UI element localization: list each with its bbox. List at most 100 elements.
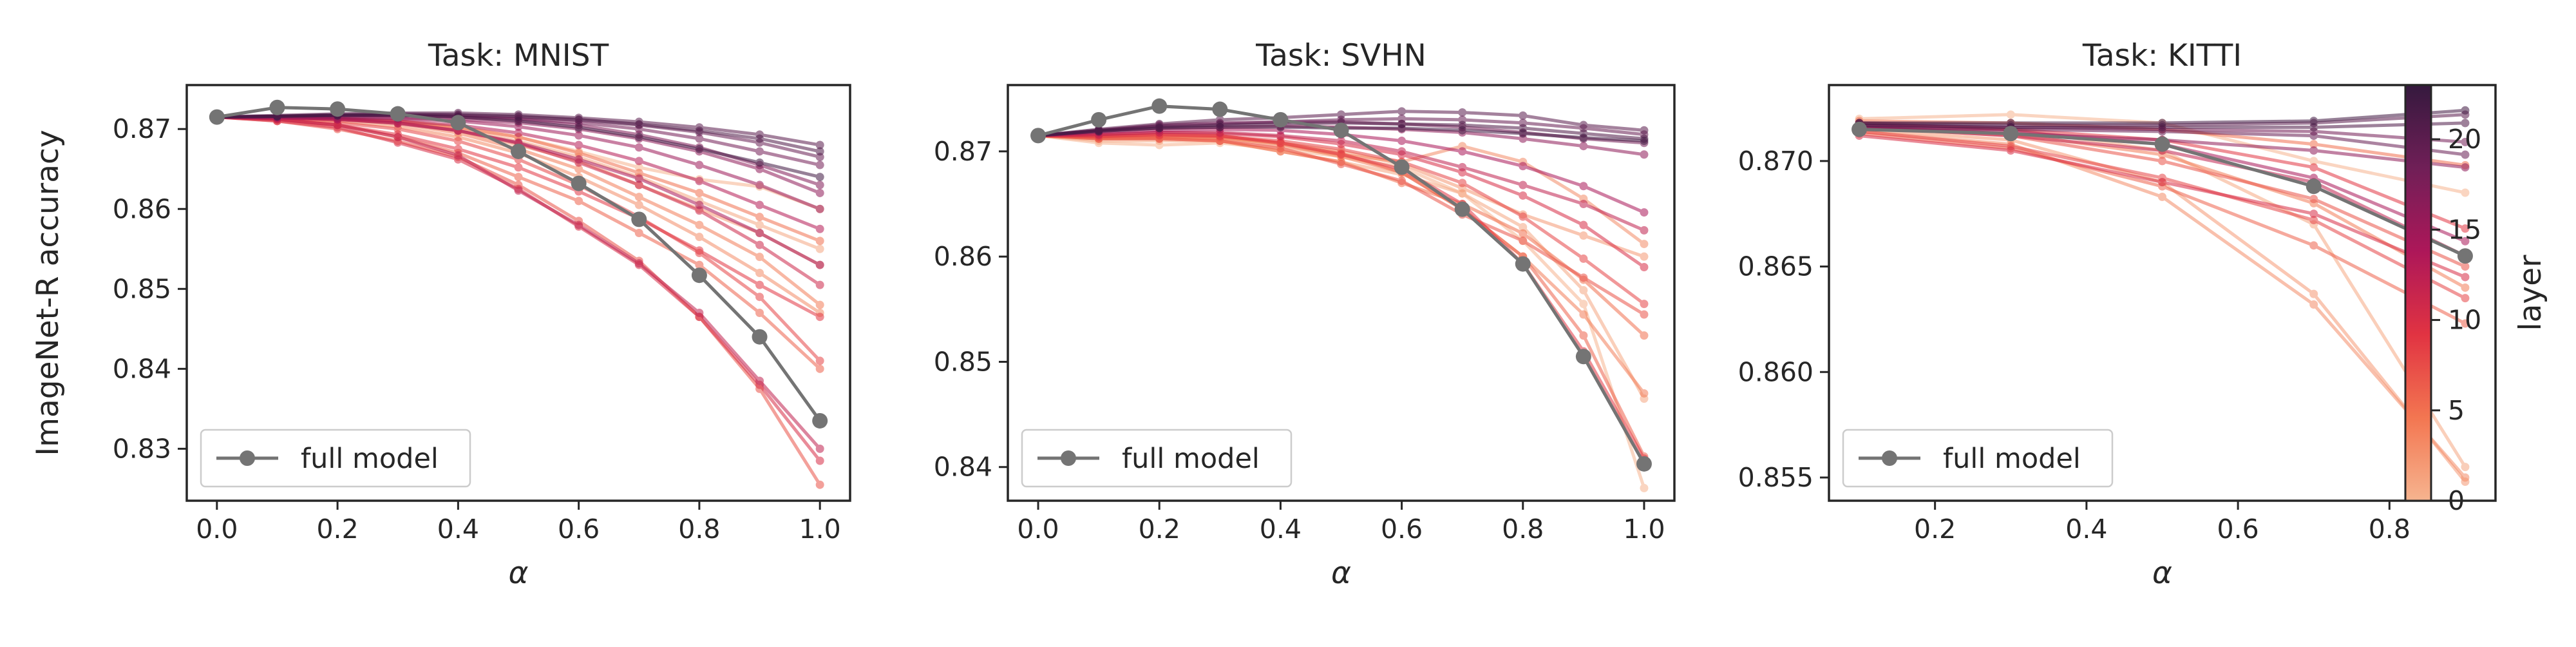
full-model-point: [330, 101, 346, 117]
layer-line: [1038, 133, 1646, 458]
layer-point: [815, 300, 824, 309]
legend-box: [200, 429, 471, 488]
layer-point: [755, 147, 764, 156]
y-tick-label: 0.865: [1738, 251, 1814, 282]
layer-point: [1519, 229, 1528, 238]
layer-point: [2461, 106, 2470, 115]
layer-point: [1640, 331, 1649, 340]
y-tick-label: 0.855: [1738, 462, 1814, 493]
layer-point: [1458, 108, 1467, 117]
legend-box: [1021, 429, 1293, 488]
full-model-point: [1852, 121, 1868, 137]
full-model-point: [1212, 101, 1228, 117]
x-tick-label: 1.0: [1623, 514, 1665, 545]
layer-point: [755, 240, 764, 249]
series-group: [1030, 98, 1652, 492]
layer-point: [2006, 110, 2015, 119]
x-tick-label: 0.2: [1139, 514, 1180, 545]
layer-series-4: [1034, 131, 1649, 398]
chart-title: Task: KITTI: [2082, 38, 2242, 73]
layer-point: [1397, 137, 1406, 146]
layer-point: [2461, 150, 2470, 159]
layer-point: [2461, 137, 2470, 146]
layer-point: [1640, 389, 1649, 398]
layer-point: [695, 134, 704, 143]
layer-point: [1337, 137, 1345, 146]
full-model-series: [209, 99, 828, 429]
full-model-point: [209, 109, 225, 125]
layer-point: [2309, 241, 2318, 250]
layer-point: [574, 164, 583, 173]
legend-marker: [240, 450, 255, 466]
layer-point: [695, 160, 704, 169]
layer-point: [1215, 122, 1224, 131]
full-model-point: [571, 175, 587, 191]
x-tick-label: 0.0: [196, 514, 238, 545]
layer-point: [2461, 188, 2470, 197]
full-model-point: [812, 412, 828, 429]
layer-point: [1337, 110, 1345, 119]
layer-point: [1337, 150, 1345, 159]
layer-point: [815, 456, 824, 465]
layer-point: [755, 280, 764, 289]
layer-point: [1579, 182, 1588, 191]
layer-point: [695, 246, 704, 255]
layer-point: [1519, 222, 1528, 231]
legend-label: full model: [1122, 443, 1260, 475]
layer-point: [2309, 146, 2318, 155]
x-tick-label: 0.8: [1502, 514, 1544, 545]
layer-point: [2461, 463, 2470, 472]
layer-point: [1640, 126, 1649, 135]
layer-point: [634, 157, 643, 166]
x-tick-label: 0.0: [1017, 514, 1059, 545]
layer-point: [815, 480, 824, 489]
layer-point: [815, 313, 824, 322]
chart-title: Task: SVHN: [1255, 38, 1426, 73]
layer-series-22: [1855, 106, 2470, 128]
layer-point: [1640, 483, 1649, 492]
layer-point: [1458, 162, 1467, 171]
x-tick-label: 0.6: [2217, 514, 2259, 545]
x-tick-label: 0.2: [1914, 514, 1956, 545]
layer-point: [1579, 121, 1588, 130]
layer-point: [2158, 193, 2166, 202]
layer-point: [2461, 119, 2470, 128]
x-axis-label: α: [1331, 555, 1351, 591]
layer-point: [2309, 140, 2318, 149]
layer-point: [634, 180, 643, 189]
layer-series-1: [1034, 131, 1649, 403]
layer-point: [815, 237, 824, 246]
layer-point: [634, 120, 643, 129]
layer-point: [1579, 254, 1588, 263]
plot-frame: [1007, 84, 1676, 502]
y-tick-label: 0.84: [113, 353, 171, 384]
layer-point: [453, 137, 462, 146]
plot-frame: [185, 84, 851, 502]
layer-point: [695, 126, 704, 135]
colorbar-tick-label: 15: [2448, 214, 2481, 245]
layer-point: [755, 376, 764, 385]
x-tick-label: 0.8: [2369, 514, 2410, 545]
layer-point: [1519, 191, 1528, 200]
legend-marker: [1061, 450, 1076, 466]
full-model-point: [2154, 136, 2170, 152]
layer-point: [2309, 131, 2318, 140]
colorbar-bar: [2404, 84, 2432, 502]
layer-point: [574, 140, 583, 150]
full-model-point: [511, 143, 526, 159]
layer-point: [1155, 124, 1164, 133]
layer-point: [755, 134, 764, 143]
series-group: [1852, 106, 2473, 487]
layer-point: [2309, 195, 2318, 204]
layer-point: [815, 356, 824, 365]
legend: full model: [1842, 429, 2114, 488]
layer-point: [514, 117, 523, 126]
layer-point: [815, 173, 824, 182]
layer-point: [695, 233, 704, 242]
layer-point: [2461, 237, 2470, 246]
layer-point: [755, 293, 764, 302]
layer-point: [574, 131, 583, 140]
subplot-2: Task: SVHN 0.0 0.2 0.4 0.6 0.8 1.0 0.84 0.85 0.86…: [934, 38, 1676, 591]
full-model-point: [450, 115, 466, 131]
plot-frame: [1828, 84, 2497, 502]
